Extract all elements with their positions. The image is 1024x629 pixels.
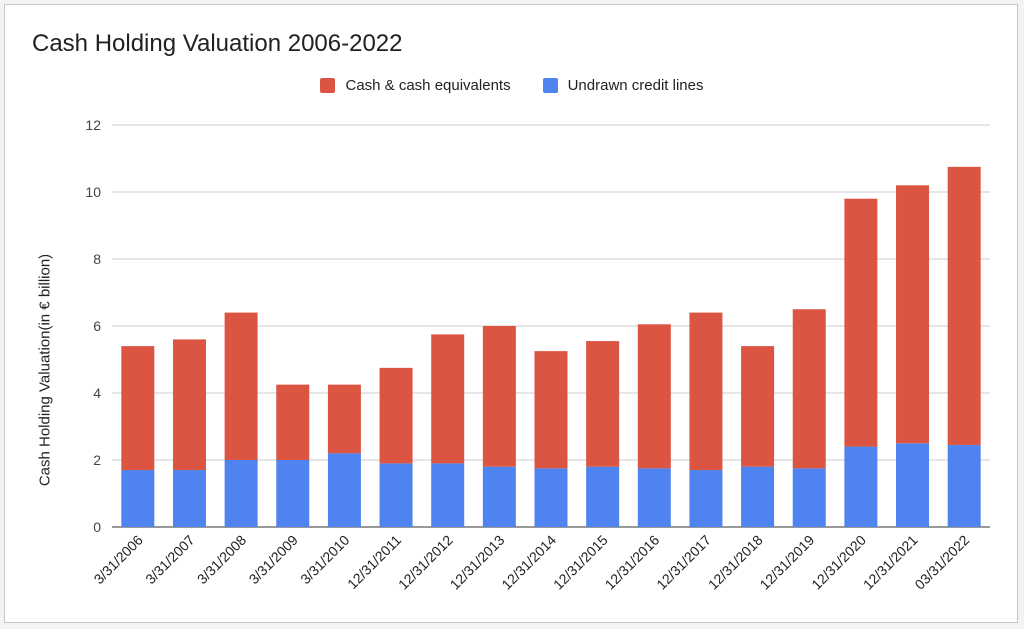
- x-tick-label: 12/31/2012: [395, 532, 456, 593]
- chart-legend: Cash & cash equivalents Undrawn credit li…: [0, 77, 1024, 94]
- bar-segment: [844, 446, 878, 527]
- bar-segment: [327, 453, 361, 527]
- legend-label: Undrawn credit lines: [567, 77, 704, 94]
- x-tick-label: 12/31/2020: [808, 532, 869, 593]
- bar-segment: [224, 312, 258, 460]
- bar-segment: [224, 460, 258, 527]
- x-tick-label: 12/31/2014: [498, 532, 559, 593]
- bar-segment: [741, 466, 775, 527]
- legend-item: Cash & cash equivalents: [320, 77, 511, 94]
- legend-label: Cash & cash equivalents: [345, 77, 511, 94]
- x-tick-label: 12/31/2017: [653, 532, 714, 593]
- y-tick-label: 0: [93, 519, 101, 535]
- x-tick-label: 12/31/2021: [860, 532, 921, 593]
- bar-segment: [276, 384, 310, 460]
- y-axis-label: Cash Holding Valuation(in € billion): [36, 253, 54, 487]
- x-tick-label: 3/31/2008: [194, 532, 250, 588]
- bar-segment: [379, 463, 413, 527]
- bar-segment: [534, 351, 568, 469]
- bar-segment: [792, 468, 826, 527]
- x-tick-label: 12/31/2018: [705, 532, 766, 593]
- bar-segment: [482, 466, 516, 527]
- legend-swatch: [320, 78, 336, 93]
- bar-segment: [172, 470, 206, 527]
- x-tick-label: 12/31/2016: [602, 532, 663, 593]
- bar-segment: [947, 444, 981, 527]
- bar-segment: [327, 384, 361, 454]
- bar-segment: [844, 198, 878, 447]
- bar-segment: [121, 346, 155, 471]
- bar-segment: [534, 468, 568, 527]
- legend-item: Undrawn credit lines: [542, 77, 704, 94]
- bar-segment: [586, 466, 620, 527]
- y-tick-label: 8: [93, 251, 101, 267]
- bar-segment: [689, 312, 723, 471]
- bar-segment: [431, 334, 465, 464]
- bar-segment: [689, 470, 723, 527]
- y-tick-label: 12: [85, 117, 101, 133]
- x-tick-label: 3/31/2009: [246, 532, 302, 588]
- y-tick-label: 4: [93, 385, 101, 401]
- y-tick-label: 10: [85, 184, 101, 200]
- bar-segment: [379, 367, 413, 464]
- bar-segment: [637, 468, 671, 527]
- bar-segment: [637, 324, 671, 469]
- bar-segment: [276, 460, 310, 527]
- y-tick-label: 2: [93, 452, 101, 468]
- bar-segment: [792, 309, 826, 469]
- bar-segment: [741, 346, 775, 467]
- x-tick-label: 3/31/2007: [142, 532, 198, 588]
- bar-segment: [121, 470, 155, 527]
- chart-title: Cash Holding Valuation 2006-2022: [32, 30, 403, 57]
- bar-segment: [896, 443, 930, 527]
- bar-segment: [947, 166, 981, 445]
- x-tick-label: 12/31/2015: [550, 532, 611, 593]
- bar-segment: [482, 326, 516, 467]
- x-tick-label: 12/31/2019: [756, 532, 817, 593]
- bar-segment: [431, 463, 465, 527]
- bar-segment: [586, 341, 620, 467]
- legend-swatch: [542, 78, 558, 93]
- x-tick-label: 03/31/2022: [911, 532, 972, 593]
- y-tick-label: 6: [93, 318, 101, 334]
- x-tick-label: 12/31/2013: [447, 532, 508, 593]
- bar-segment: [896, 185, 930, 444]
- x-tick-label: 3/31/2006: [91, 532, 147, 588]
- x-tick-label: 3/31/2010: [297, 532, 353, 588]
- bar-segment: [172, 339, 206, 471]
